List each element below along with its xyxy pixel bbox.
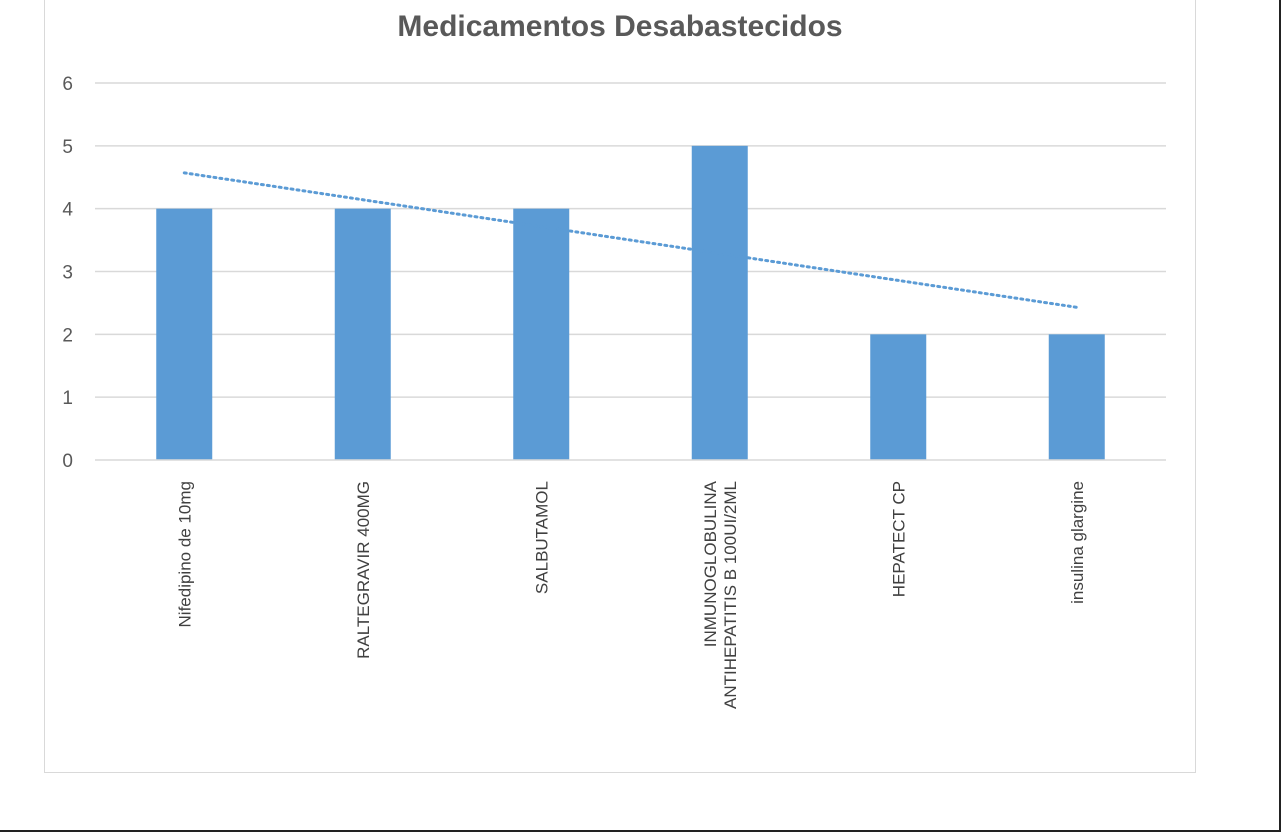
y-tick-label: 5 bbox=[62, 137, 73, 158]
y-tick-label: 1 bbox=[62, 388, 73, 409]
trendline bbox=[182, 171, 1079, 309]
x-category-label: RALTEGRAVIR 400MG bbox=[354, 481, 373, 659]
x-category-label: insulina glargine bbox=[1068, 481, 1087, 604]
bar bbox=[691, 145, 748, 461]
bar bbox=[1048, 334, 1105, 460]
chart-title: Medicamentos Desabastecidos bbox=[397, 10, 843, 43]
x-category-label: Nifedipino de 10mg bbox=[175, 481, 194, 627]
y-tick-label: 0 bbox=[62, 451, 73, 472]
bar bbox=[156, 208, 213, 460]
y-tick-label: 3 bbox=[62, 263, 73, 284]
x-category-label: INMUNOGLOBULINA bbox=[701, 480, 720, 647]
chart-area bbox=[44, 0, 1196, 773]
y-tick-label: 2 bbox=[62, 325, 73, 346]
bar bbox=[870, 334, 927, 460]
y-tick-label: 6 bbox=[62, 74, 73, 95]
x-category-label: SALBUTAMOL bbox=[532, 481, 551, 594]
x-category-label: ANTIHEPATITIS B 100UI/2ML bbox=[721, 481, 740, 709]
bar bbox=[334, 208, 391, 460]
bar bbox=[513, 208, 570, 460]
y-tick-label: 4 bbox=[62, 200, 73, 221]
x-category-label: HEPATECT CP bbox=[889, 481, 908, 597]
